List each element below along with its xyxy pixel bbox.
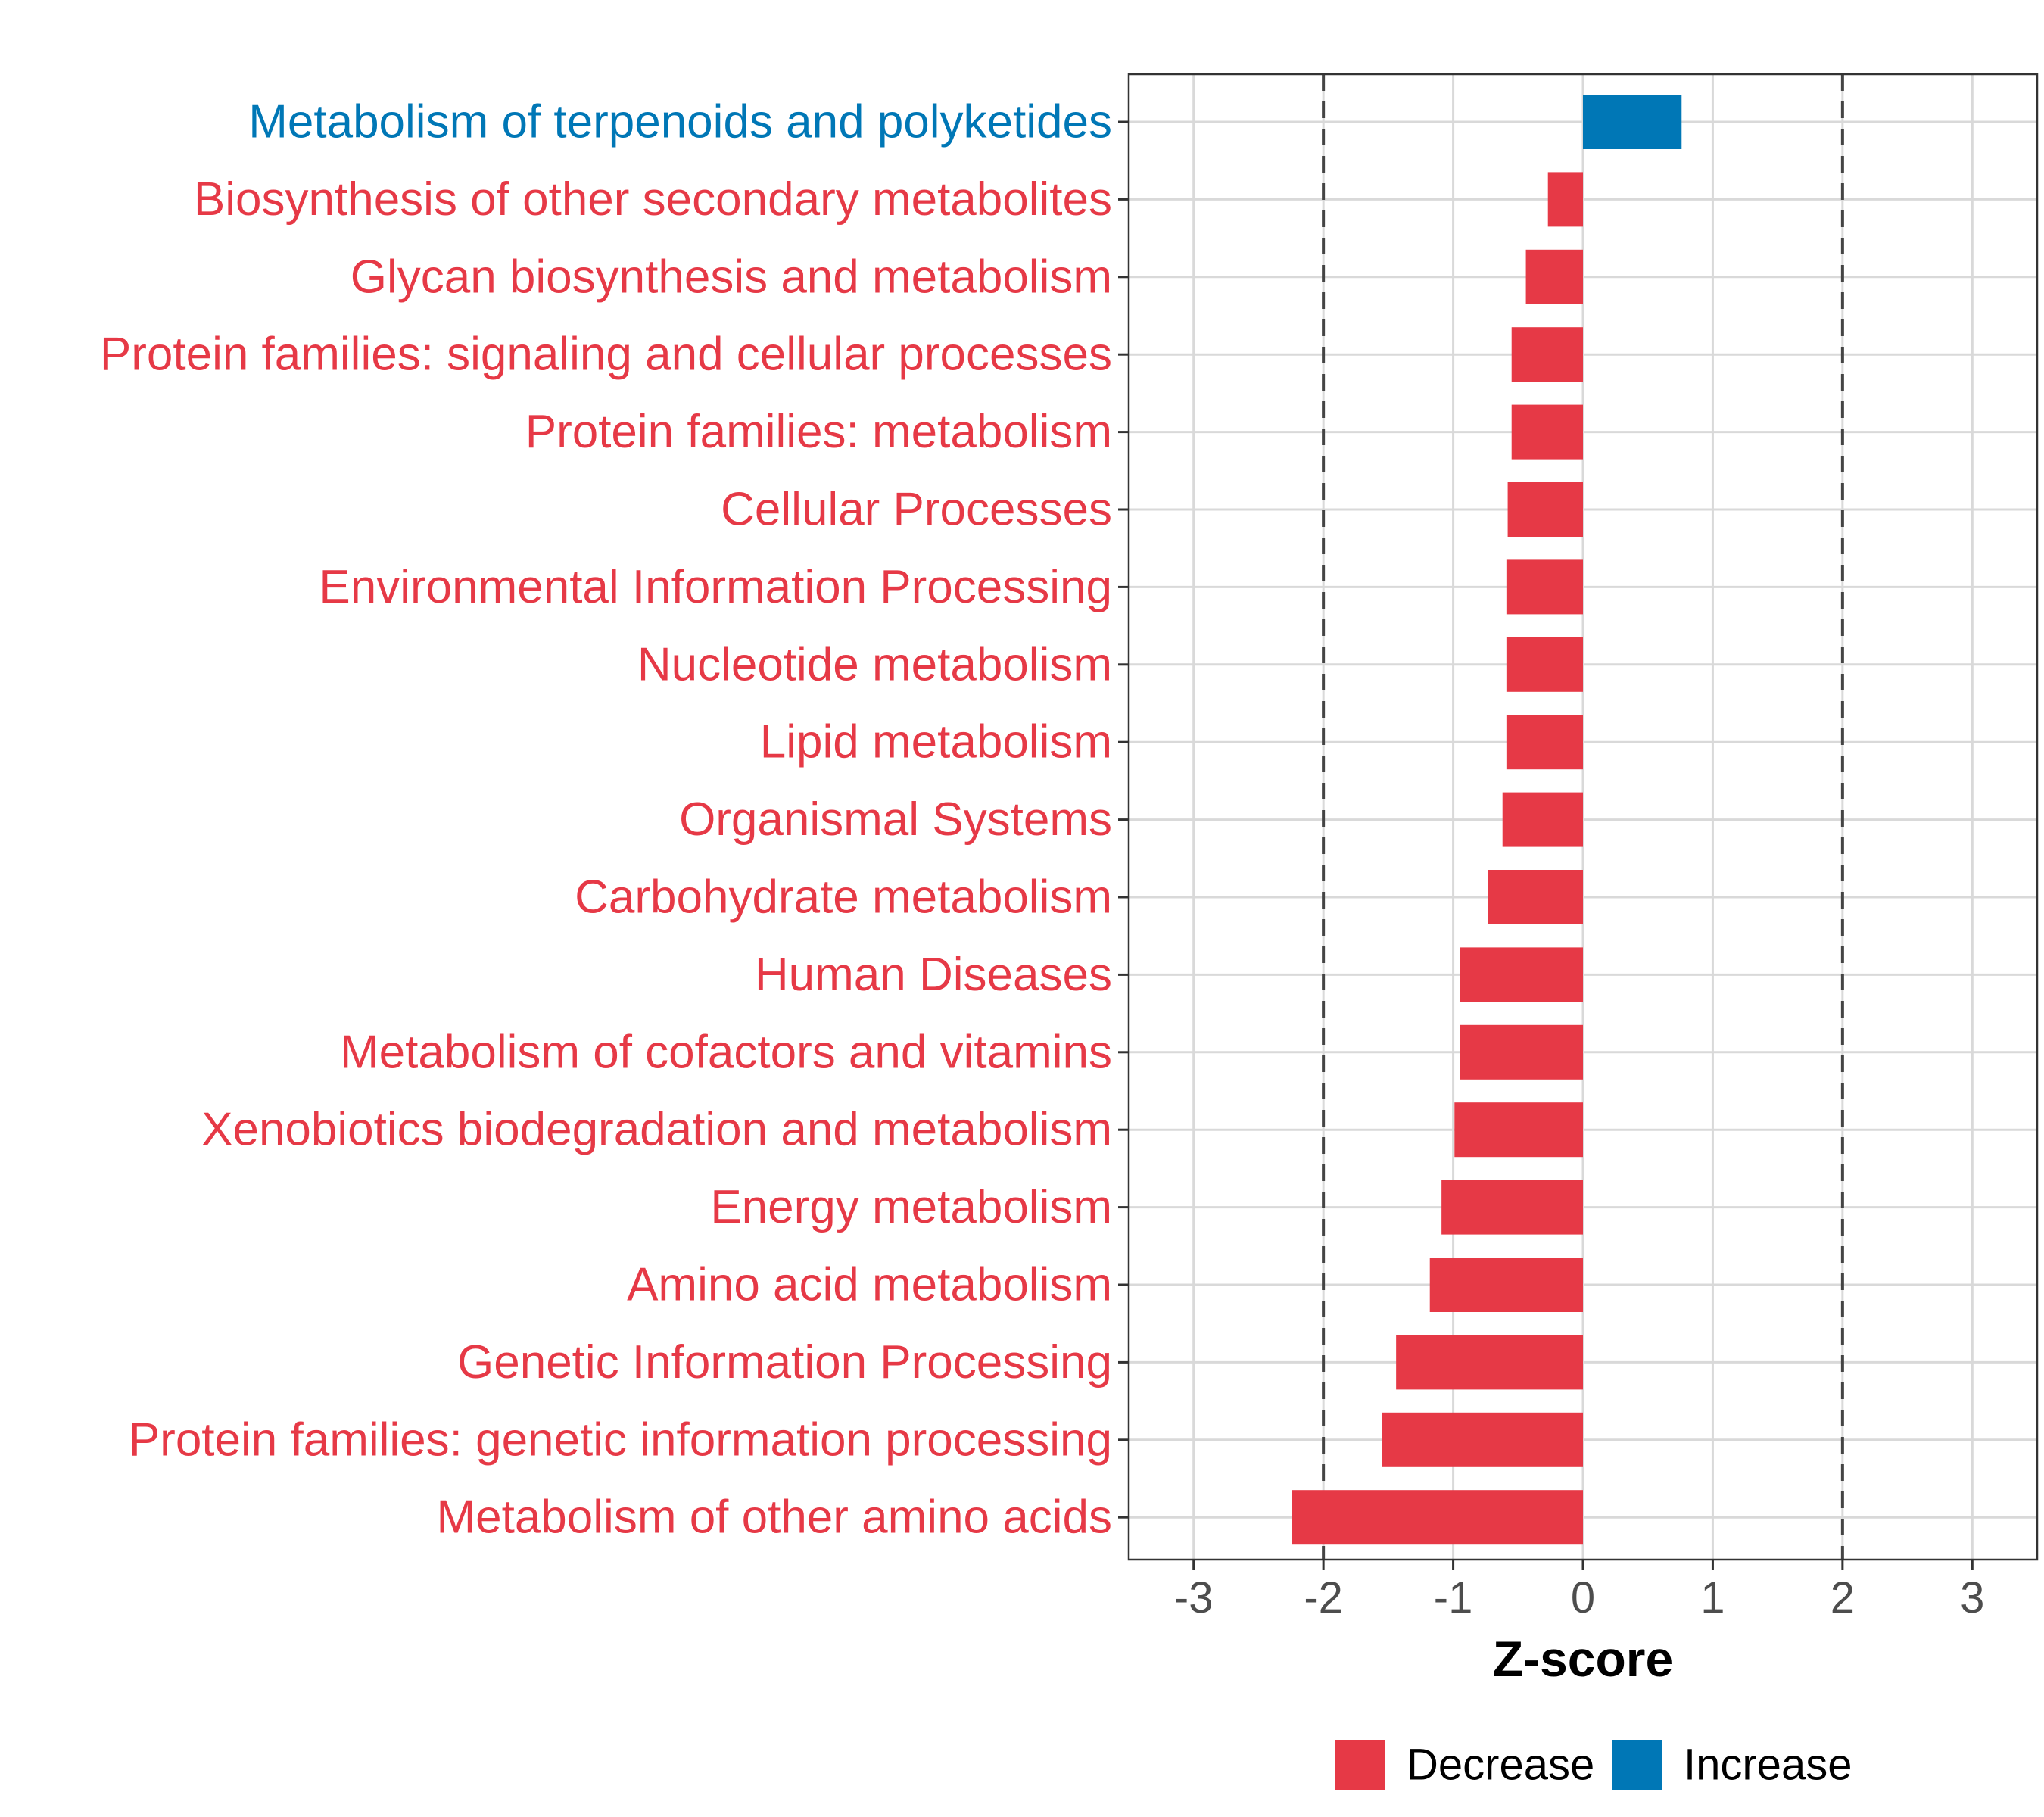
bar-decrease <box>1547 172 1583 227</box>
category-label: Glycan biosynthesis and metabolism <box>351 251 1112 303</box>
legend-label-decrease: Decrease <box>1407 1741 1594 1790</box>
category-label: Lipid metabolism <box>760 716 1112 768</box>
legend: Decrease Increase <box>1335 1740 1852 1790</box>
category-label: Organismal Systems <box>679 793 1112 846</box>
category-label: Metabolism of cofactors and vitamins <box>340 1026 1112 1078</box>
bar-decrease <box>1506 559 1583 615</box>
x-tick-label: 1 <box>1700 1573 1725 1622</box>
category-label: Carbohydrate metabolism <box>575 871 1112 924</box>
legend-swatch-increase <box>1612 1740 1662 1790</box>
category-label: Genetic Information Processing <box>457 1336 1112 1388</box>
category-label: Metabolism of other amino acids <box>436 1491 1112 1544</box>
bar-decrease <box>1506 715 1583 770</box>
bar-decrease <box>1382 1412 1583 1467</box>
bar-decrease <box>1525 249 1583 304</box>
category-label: Nucleotide metabolism <box>637 638 1112 690</box>
x-tick-label: 3 <box>1960 1573 1984 1622</box>
y-axis-ticks <box>1118 120 1129 1519</box>
category-label: Protein families: genetic information pr… <box>129 1413 1112 1466</box>
bar-decrease <box>1502 792 1583 847</box>
bar-decrease <box>1511 327 1583 382</box>
category-label: Human Diseases <box>755 949 1112 1001</box>
category-label: Protein families: signaling and cellular… <box>100 329 1112 381</box>
bar-decrease <box>1511 404 1583 460</box>
category-label: Biosynthesis of other secondary metaboli… <box>194 173 1112 226</box>
bar-decrease <box>1507 482 1583 537</box>
legend-label-increase: Increase <box>1684 1741 1852 1790</box>
bar-increase <box>1583 95 1682 149</box>
y-axis-labels: Metabolism of terpenoids and polyketides… <box>100 96 1112 1544</box>
category-label: Metabolism of terpenoids and polyketides <box>248 96 1112 148</box>
category-label: Xenobiotics biodegradation and metabolis… <box>201 1104 1112 1156</box>
bar-decrease <box>1292 1490 1583 1545</box>
x-tick-label: 0 <box>1571 1573 1595 1622</box>
reference-lines <box>1322 74 1844 1560</box>
x-tick-label: -3 <box>1174 1573 1214 1622</box>
x-tick-label: -1 <box>1434 1573 1473 1622</box>
bar-decrease <box>1506 637 1583 692</box>
bar-decrease <box>1454 1102 1583 1158</box>
category-label: Environmental Information Processing <box>319 561 1112 613</box>
bar-decrease <box>1396 1335 1583 1390</box>
bar-decrease <box>1441 1180 1583 1235</box>
category-label: Cellular Processes <box>721 484 1112 536</box>
bar-decrease <box>1460 1024 1583 1080</box>
bars <box>1292 95 1682 1545</box>
category-label: Protein families: metabolism <box>525 406 1112 458</box>
category-label: Amino acid metabolism <box>627 1259 1112 1311</box>
category-label: Energy metabolism <box>710 1181 1112 1233</box>
x-axis-ticks: -3 -2 -1 0 1 2 3 <box>1174 1560 1984 1622</box>
x-tick-label: -2 <box>1304 1573 1343 1622</box>
bar-decrease <box>1488 870 1583 924</box>
bar-decrease <box>1429 1258 1583 1312</box>
x-axis-title: Z-score <box>1493 1631 1673 1687</box>
legend-swatch-decrease <box>1335 1740 1385 1790</box>
bar-decrease <box>1460 947 1583 1002</box>
x-tick-label: 2 <box>1831 1573 1855 1622</box>
